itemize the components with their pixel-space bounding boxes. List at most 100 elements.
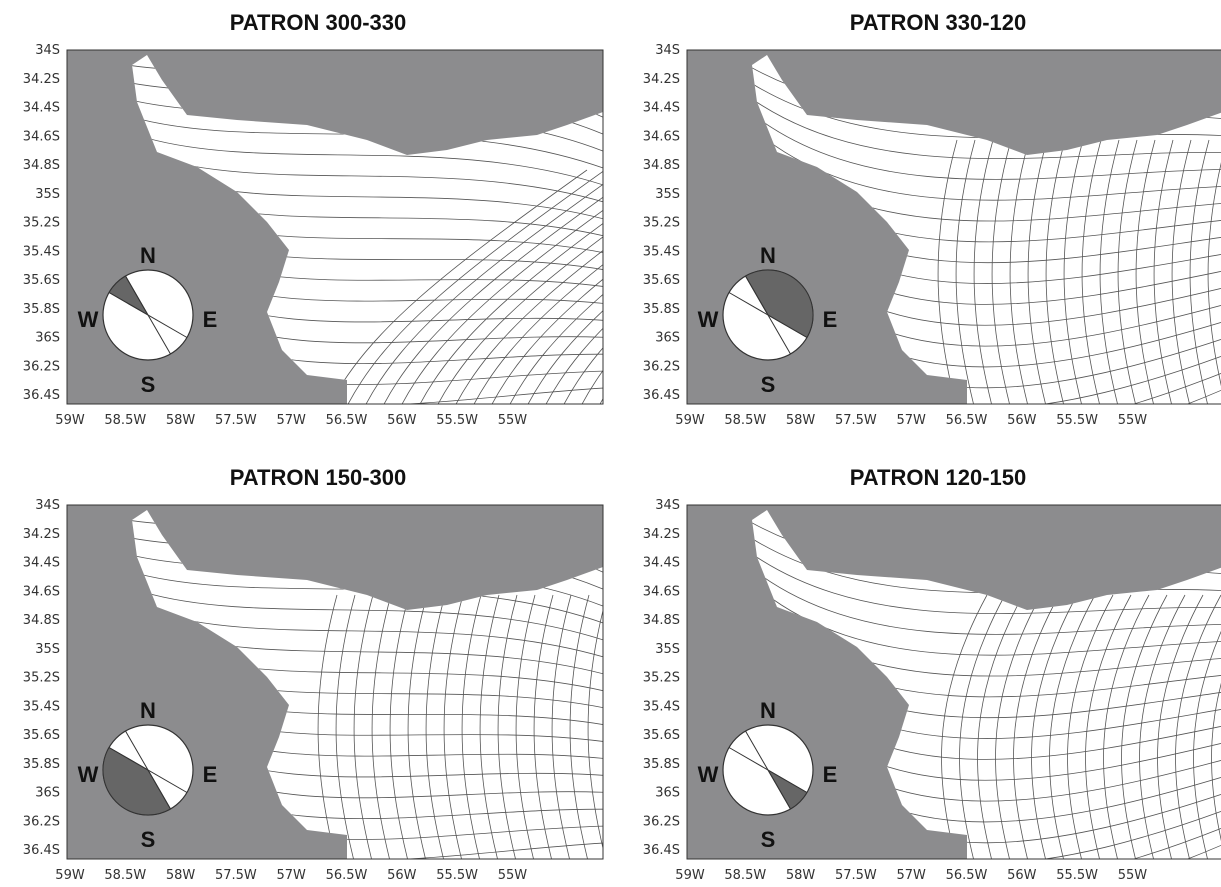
y-axis-label: 34.8S [23, 158, 60, 173]
y-axis-label: 36S [655, 331, 680, 346]
x-axis-label: 56.5W [326, 413, 368, 428]
y-axis-label: 34.8S [643, 158, 680, 173]
y-axis-label: 35.2S [643, 671, 680, 686]
compass-e: E [203, 762, 218, 787]
compass-n: N [760, 698, 776, 723]
y-axis-label: 35.2S [643, 216, 680, 231]
y-axis-label: 36S [655, 786, 680, 801]
x-axis-label: 58.5W [104, 868, 146, 883]
x-axis-label: 55W [498, 413, 528, 428]
y-axis-label: 34S [35, 498, 60, 513]
y-axis-label: 36.2S [23, 359, 60, 374]
x-axis-label: 56.5W [326, 868, 368, 883]
map-area [67, 505, 607, 881]
y-axis-label: 36.4S [23, 388, 60, 403]
map-panel: PATRON 330-120 34S 34.2S 34.4S 34.6S 34.8S 35S… [643, 10, 1221, 471]
compass-e: E [203, 307, 218, 332]
y-axis-label: 34.6S [23, 129, 60, 144]
x-axis-label: 59W [675, 413, 705, 428]
y-axis-label: 35.6S [643, 728, 680, 743]
x-axis-label: 58.5W [724, 868, 766, 883]
panel-title: PATRON 120-150 [850, 465, 1026, 490]
x-axis-label: 58W [786, 868, 816, 883]
y-axis-label: 35S [655, 642, 680, 657]
y-axis-label: 36.4S [643, 843, 680, 858]
x-axis-label: 58W [166, 413, 196, 428]
x-axis-label: 57.5W [215, 413, 257, 428]
x-axis-label: 55.5W [436, 413, 478, 428]
x-axis-label: 58W [166, 868, 196, 883]
y-axis-label: 34.2S [23, 72, 60, 87]
panel-title: PATRON 330-120 [850, 10, 1026, 35]
y-axis-label: 34.6S [23, 584, 60, 599]
compass-n: N [140, 698, 156, 723]
y-axis-label: 34.6S [643, 129, 680, 144]
x-axis-label: 57W [896, 868, 926, 883]
y-axis-label: 36S [35, 786, 60, 801]
map-panel: PATRON 150-300 34S 34.2S 34.4S 34.6S 34.8S 35S… [23, 465, 607, 883]
y-axis-label: 34.8S [23, 613, 60, 628]
y-axis-label: 34.2S [23, 527, 60, 542]
panel-title: PATRON 150-300 [230, 465, 406, 490]
y-axis-label: 35.6S [643, 273, 680, 288]
y-axis-label: 34.8S [643, 613, 680, 628]
y-axis-label: 36.2S [643, 359, 680, 374]
y-axis-label: 36.2S [23, 814, 60, 829]
x-axis-label: 57.5W [835, 868, 877, 883]
x-axis-label: 55W [1118, 868, 1148, 883]
y-axis-label: 35.8S [643, 757, 680, 772]
y-axis-label: 34.4S [643, 101, 680, 116]
y-axis-label: 35S [655, 187, 680, 202]
y-axis-label: 35.4S [643, 699, 680, 714]
panel-title: PATRON 300-330 [230, 10, 406, 35]
x-axis-label: 55.5W [1056, 413, 1098, 428]
compass-s: S [141, 372, 156, 397]
x-axis-label: 56W [387, 868, 417, 883]
y-axis-label: 34.4S [23, 556, 60, 571]
x-axis-label: 56.5W [946, 868, 988, 883]
compass-e: E [823, 762, 838, 787]
x-axis-label: 59W [675, 868, 705, 883]
y-axis-label: 35.4S [23, 699, 60, 714]
x-axis-label: 57W [896, 413, 926, 428]
x-axis-label: 55W [498, 868, 528, 883]
x-axis-label: 59W [55, 868, 85, 883]
x-axis-label: 55.5W [436, 868, 478, 883]
x-axis-label: 56W [387, 413, 417, 428]
y-axis-label: 36.4S [23, 843, 60, 858]
y-axis-label: 35.2S [23, 671, 60, 686]
x-axis-label: 55.5W [1056, 868, 1098, 883]
x-axis-label: 56.5W [946, 413, 988, 428]
compass-s: S [141, 827, 156, 852]
compass-s: S [761, 827, 776, 852]
x-axis-label: 57W [276, 868, 306, 883]
compass-s: S [761, 372, 776, 397]
x-axis-label: 59W [55, 413, 85, 428]
x-axis-label: 56W [1007, 413, 1037, 428]
y-axis-label: 35S [35, 187, 60, 202]
compass-w: W [78, 307, 99, 332]
y-axis-label: 34.2S [643, 72, 680, 87]
x-axis-label: 57W [276, 413, 306, 428]
compass-n: N [760, 243, 776, 268]
x-axis-label: 57.5W [215, 868, 257, 883]
y-axis-label: 34.4S [643, 556, 680, 571]
x-axis-label: 58.5W [104, 413, 146, 428]
y-axis-label: 34.4S [23, 101, 60, 116]
compass-w: W [78, 762, 99, 787]
y-axis-label: 35.6S [23, 728, 60, 743]
compass-n: N [140, 243, 156, 268]
y-axis-label: 34S [35, 43, 60, 58]
compass-w: W [698, 762, 719, 787]
y-axis-label: 35.4S [23, 244, 60, 259]
y-axis-label: 35S [35, 642, 60, 657]
x-axis-label: 57.5W [835, 413, 877, 428]
y-axis-label: 34.2S [643, 527, 680, 542]
compass-w: W [698, 307, 719, 332]
y-axis-label: 36.4S [643, 388, 680, 403]
y-axis-label: 34S [655, 43, 680, 58]
y-axis-label: 36.2S [643, 814, 680, 829]
x-axis-label: 55W [1118, 413, 1148, 428]
x-axis-label: 56W [1007, 868, 1037, 883]
y-axis-label: 35.4S [643, 244, 680, 259]
